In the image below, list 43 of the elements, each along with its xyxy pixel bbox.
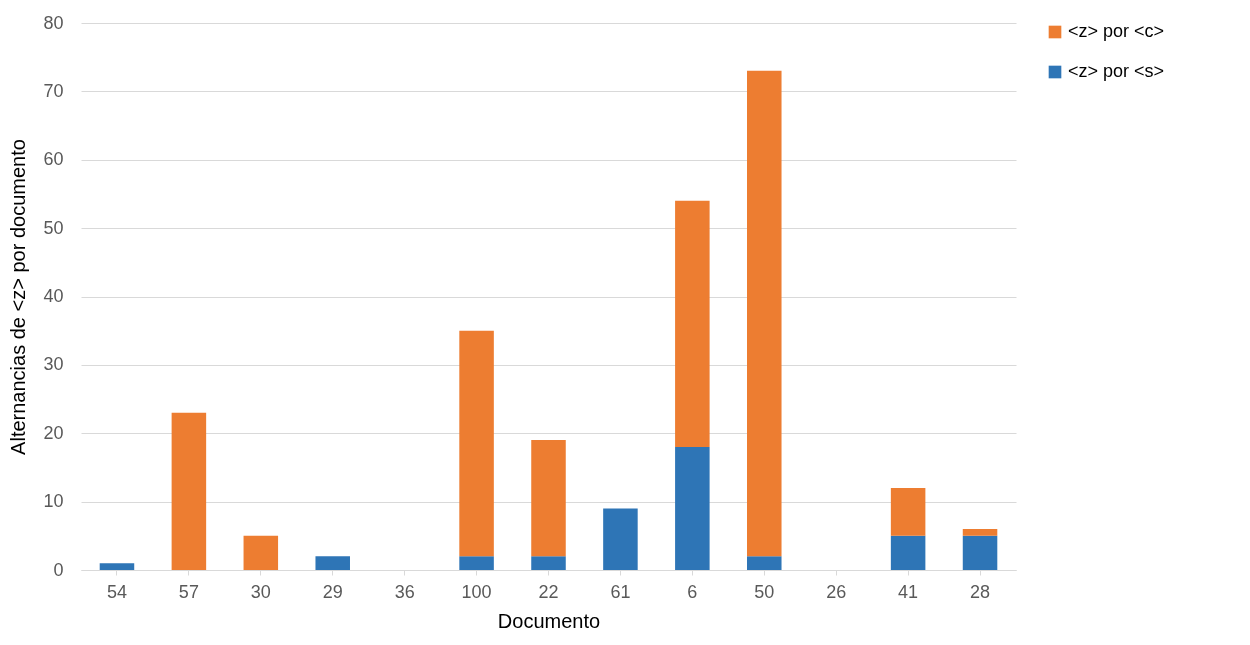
- bar: [99, 563, 135, 570]
- bar: [962, 535, 998, 570]
- y-tick-label: 50: [43, 217, 64, 238]
- y-tick-label: 80: [43, 12, 64, 33]
- x-tick-label: 100: [461, 581, 492, 602]
- y-tick-label: 10: [43, 491, 64, 512]
- bar: [531, 556, 566, 570]
- y-tick-label: 40: [43, 286, 64, 306]
- bar: [171, 412, 207, 570]
- bar: [675, 200, 710, 447]
- y-tick-label: 30: [43, 354, 64, 375]
- x-tick-label: 50: [754, 581, 775, 602]
- x-tick-label: 57: [178, 581, 199, 602]
- bar: [675, 446, 710, 570]
- bar: [531, 440, 566, 557]
- y-tick-label: 70: [43, 80, 64, 101]
- y-axis-title: Alternancias de <z> por documento: [7, 139, 30, 455]
- x-tick-label: 6: [687, 581, 698, 602]
- bar: [459, 556, 494, 570]
- legend-label: <z> por <c>: [1068, 21, 1165, 41]
- bar: [890, 535, 926, 570]
- y-tick-label: 60: [43, 149, 64, 170]
- bar: [890, 487, 926, 536]
- x-tick-label: 28: [970, 581, 991, 602]
- bar: [315, 556, 350, 570]
- x-tick-label: 61: [610, 581, 631, 602]
- x-axis-title: Documento: [497, 609, 601, 632]
- legend-label: <z> por <s>: [1068, 61, 1165, 81]
- x-tick-label: 22: [538, 581, 559, 602]
- bar: [243, 535, 279, 570]
- x-tick-label: 36: [394, 581, 415, 602]
- bar: [747, 556, 782, 570]
- bar: [962, 528, 998, 536]
- y-tick-label: 0: [53, 559, 64, 580]
- bar: [459, 330, 494, 557]
- x-tick-label: 29: [322, 581, 343, 602]
- bar: [747, 70, 782, 557]
- bar: [603, 508, 638, 570]
- y-tick-label: 20: [43, 422, 64, 443]
- x-tick-label: 54: [106, 581, 127, 602]
- x-tick-label: 26: [826, 581, 847, 602]
- x-tick-label: 30: [250, 581, 271, 602]
- x-tick-label: 41: [898, 581, 919, 602]
